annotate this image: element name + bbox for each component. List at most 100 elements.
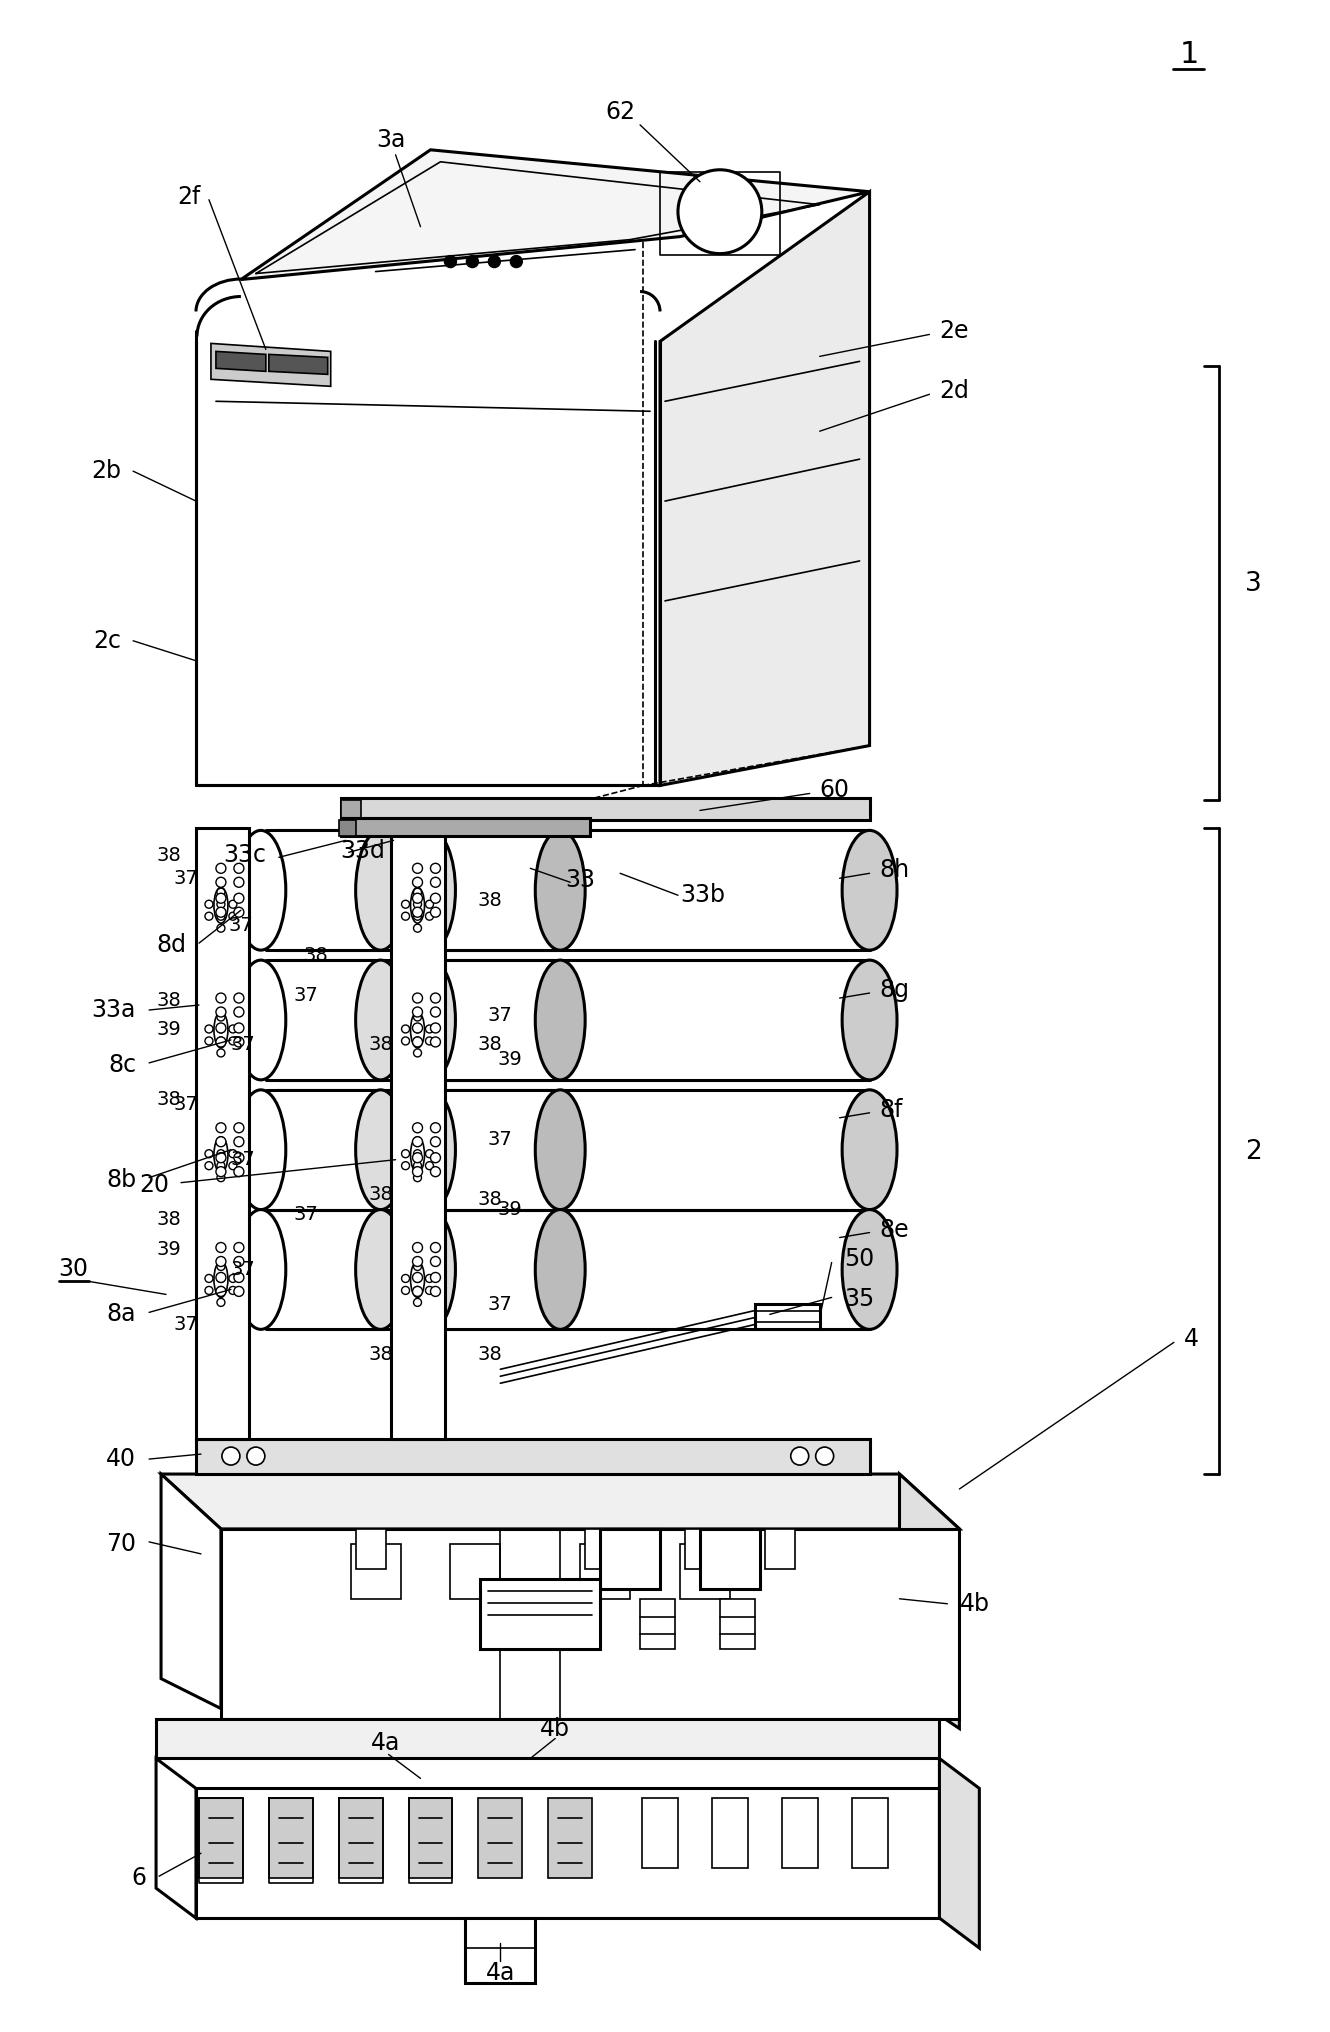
Ellipse shape <box>355 1089 406 1209</box>
Circle shape <box>431 994 440 1004</box>
Polygon shape <box>355 1528 386 1569</box>
Circle shape <box>234 994 243 1004</box>
Circle shape <box>414 1036 422 1044</box>
Circle shape <box>414 888 422 896</box>
Circle shape <box>205 912 213 920</box>
Circle shape <box>431 1124 440 1132</box>
Text: 6: 6 <box>132 1865 146 1890</box>
Ellipse shape <box>842 959 896 1079</box>
Circle shape <box>412 994 423 1004</box>
Circle shape <box>426 1024 434 1032</box>
Polygon shape <box>241 150 870 280</box>
Polygon shape <box>685 1528 716 1569</box>
Ellipse shape <box>214 1136 227 1172</box>
Circle shape <box>412 1022 423 1032</box>
Circle shape <box>222 1447 239 1465</box>
Circle shape <box>678 171 762 254</box>
Ellipse shape <box>406 1209 455 1329</box>
Polygon shape <box>351 1544 400 1599</box>
Text: 30: 30 <box>59 1258 88 1282</box>
Ellipse shape <box>235 959 286 1079</box>
Text: 20: 20 <box>140 1172 169 1197</box>
Text: 38: 38 <box>157 1211 181 1229</box>
Ellipse shape <box>535 1089 585 1209</box>
Circle shape <box>426 1150 434 1158</box>
Circle shape <box>217 1174 225 1183</box>
Text: 37: 37 <box>488 1130 513 1150</box>
Polygon shape <box>200 1798 243 1878</box>
Ellipse shape <box>535 831 585 951</box>
Text: 40: 40 <box>106 1447 136 1471</box>
Polygon shape <box>391 829 446 1439</box>
Polygon shape <box>275 1089 870 1209</box>
Circle shape <box>229 900 237 908</box>
Circle shape <box>205 1274 213 1282</box>
Text: 33c: 33c <box>223 843 266 868</box>
Circle shape <box>467 256 479 268</box>
Ellipse shape <box>355 831 406 951</box>
Circle shape <box>215 1166 226 1177</box>
Circle shape <box>402 1162 410 1170</box>
Circle shape <box>229 1150 237 1158</box>
Text: 37: 37 <box>174 1095 198 1114</box>
Circle shape <box>229 1286 237 1294</box>
Circle shape <box>412 1272 423 1282</box>
Polygon shape <box>640 1599 676 1648</box>
Polygon shape <box>340 799 870 821</box>
Ellipse shape <box>411 1012 424 1049</box>
Ellipse shape <box>535 959 585 1079</box>
Circle shape <box>234 1272 243 1282</box>
Text: 33b: 33b <box>680 884 725 906</box>
Polygon shape <box>339 1798 383 1878</box>
Text: 37: 37 <box>488 1006 513 1024</box>
Circle shape <box>217 1014 225 1020</box>
Circle shape <box>229 1274 237 1282</box>
Text: 2c: 2c <box>93 628 121 652</box>
Circle shape <box>431 1272 440 1282</box>
Text: 8f: 8f <box>879 1097 903 1122</box>
Text: 39: 39 <box>497 1051 523 1069</box>
Circle shape <box>229 1036 237 1044</box>
Polygon shape <box>340 801 360 821</box>
Circle shape <box>215 894 226 904</box>
Circle shape <box>414 1262 422 1270</box>
Ellipse shape <box>214 888 227 923</box>
Text: 37: 37 <box>230 1260 255 1278</box>
Circle shape <box>217 900 225 908</box>
Text: 60: 60 <box>819 778 850 803</box>
Circle shape <box>426 900 434 908</box>
Polygon shape <box>765 1528 795 1569</box>
Circle shape <box>412 1286 423 1296</box>
Circle shape <box>412 1152 423 1162</box>
Circle shape <box>229 1024 237 1032</box>
Ellipse shape <box>411 888 424 923</box>
Circle shape <box>215 994 226 1004</box>
Text: 62: 62 <box>605 100 636 124</box>
Circle shape <box>234 1166 243 1177</box>
Polygon shape <box>660 191 870 786</box>
Polygon shape <box>642 1798 678 1867</box>
Circle shape <box>215 1124 226 1132</box>
Circle shape <box>426 1286 434 1294</box>
Circle shape <box>431 1286 440 1296</box>
Polygon shape <box>899 1473 959 1729</box>
Circle shape <box>426 912 434 920</box>
Text: 35: 35 <box>845 1288 875 1311</box>
Text: 8e: 8e <box>879 1217 910 1242</box>
Polygon shape <box>700 1528 759 1589</box>
Circle shape <box>414 1014 422 1020</box>
Circle shape <box>215 1136 226 1146</box>
Circle shape <box>234 1124 243 1132</box>
Polygon shape <box>275 959 870 1079</box>
Circle shape <box>234 1256 243 1266</box>
Polygon shape <box>266 1089 380 1209</box>
Ellipse shape <box>235 831 286 951</box>
Circle shape <box>444 256 456 268</box>
Polygon shape <box>580 1544 630 1599</box>
Circle shape <box>215 906 226 916</box>
Ellipse shape <box>355 1209 406 1329</box>
Polygon shape <box>211 343 331 386</box>
Polygon shape <box>782 1798 818 1867</box>
Circle shape <box>229 912 237 920</box>
Polygon shape <box>851 1798 887 1867</box>
